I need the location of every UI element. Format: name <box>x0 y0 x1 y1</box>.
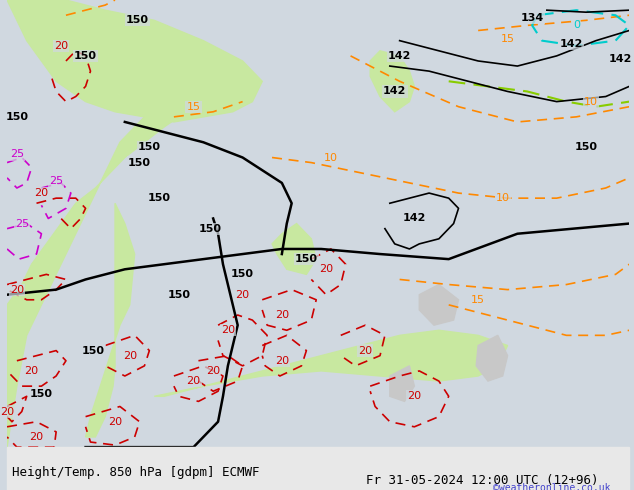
Polygon shape <box>476 335 508 381</box>
Text: 20: 20 <box>275 310 289 320</box>
Text: 20: 20 <box>407 392 422 401</box>
Text: 142: 142 <box>560 39 583 49</box>
Text: ©weatheronline.co.uk: ©weatheronline.co.uk <box>493 483 611 490</box>
Text: 20: 20 <box>25 366 39 376</box>
Polygon shape <box>370 51 415 112</box>
Text: 20: 20 <box>319 264 333 274</box>
Text: 20: 20 <box>54 41 68 51</box>
Polygon shape <box>86 203 134 437</box>
Text: 20: 20 <box>108 416 122 427</box>
Text: 150: 150 <box>295 254 318 264</box>
Text: 20: 20 <box>186 376 200 386</box>
Text: 20: 20 <box>206 366 220 376</box>
Polygon shape <box>390 366 415 401</box>
Text: 20: 20 <box>358 345 372 356</box>
Polygon shape <box>154 330 508 396</box>
Text: 10: 10 <box>324 152 338 163</box>
Text: 142: 142 <box>388 51 411 61</box>
Polygon shape <box>272 223 316 274</box>
Text: 150: 150 <box>30 389 53 399</box>
Text: 20: 20 <box>10 285 24 294</box>
Text: 20: 20 <box>0 407 14 416</box>
Text: 150: 150 <box>126 15 149 25</box>
Polygon shape <box>7 66 218 447</box>
Text: 150: 150 <box>74 51 97 61</box>
Text: 25: 25 <box>15 219 29 228</box>
Text: 20: 20 <box>34 188 48 198</box>
Text: 25: 25 <box>10 149 24 159</box>
Text: 0: 0 <box>573 21 579 30</box>
Text: 142: 142 <box>403 214 426 223</box>
Text: 150: 150 <box>574 143 598 152</box>
Text: 25: 25 <box>49 176 63 186</box>
Text: 150: 150 <box>82 345 105 356</box>
Text: 20: 20 <box>122 351 137 361</box>
Text: Height/Temp. 850 hPa [gdpm] ECMWF: Height/Temp. 850 hPa [gdpm] ECMWF <box>12 466 259 479</box>
Text: 20: 20 <box>221 325 235 335</box>
Polygon shape <box>7 0 262 122</box>
Text: 150: 150 <box>231 270 254 279</box>
Text: 150: 150 <box>148 193 171 203</box>
Text: 150: 150 <box>128 158 151 168</box>
Text: 20: 20 <box>236 290 250 300</box>
Text: 142: 142 <box>383 86 406 97</box>
Text: 150: 150 <box>198 223 222 234</box>
Text: 20: 20 <box>275 356 289 366</box>
Text: 150: 150 <box>167 290 190 300</box>
Text: 20: 20 <box>29 432 44 442</box>
Text: Fr 31-05-2024 12:00 UTC (12+96): Fr 31-05-2024 12:00 UTC (12+96) <box>366 474 598 487</box>
Polygon shape <box>419 285 458 325</box>
Bar <box>7 447 630 490</box>
Text: 10: 10 <box>584 97 598 107</box>
Text: 142: 142 <box>609 54 632 64</box>
Text: 10: 10 <box>496 193 510 203</box>
Text: 134: 134 <box>521 13 544 24</box>
Text: 15: 15 <box>471 295 485 305</box>
Text: 150: 150 <box>5 112 29 122</box>
Text: 150: 150 <box>138 143 161 152</box>
Text: 15: 15 <box>186 102 200 112</box>
Text: 15: 15 <box>501 34 515 44</box>
